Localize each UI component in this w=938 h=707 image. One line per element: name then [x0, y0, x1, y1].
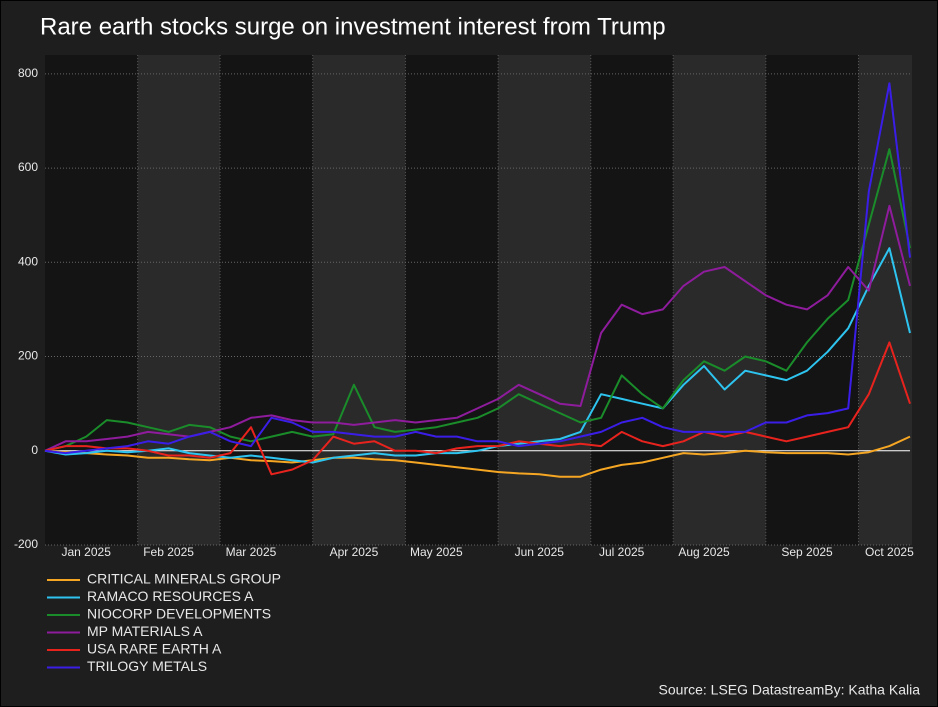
y-tick-label: 800 [18, 66, 38, 80]
x-tick-label: Jan 2025 [61, 545, 111, 559]
series-line [44, 82, 911, 455]
x-tick-label: Jun 2025 [515, 545, 565, 559]
legend-label: CRITICAL MINERALS GROUP [87, 571, 281, 587]
series-line [44, 148, 911, 452]
y-tick-label: -200 [14, 537, 38, 551]
x-tick-label: May 2025 [410, 545, 463, 559]
legend-label: USA RARE EARTH A [87, 641, 222, 657]
x-tick-label: Feb 2025 [143, 545, 194, 559]
month-band [673, 55, 766, 545]
y-tick-label: 600 [18, 160, 38, 174]
month-band [137, 55, 221, 545]
x-tick-label: Oct 2025 [865, 545, 914, 559]
chart-title: Rare earth stocks surge on investment in… [40, 13, 666, 40]
y-tick-label: 400 [18, 254, 38, 268]
month-band [858, 55, 912, 545]
legend-label: TRILOGY METALS [87, 658, 207, 674]
series-line [44, 435, 911, 478]
month-band [498, 55, 591, 545]
legend-label: NIOCORP DEVELOPMENTS [87, 606, 271, 622]
x-tick-label: Aug 2025 [678, 545, 730, 559]
y-tick-label: 0 [31, 443, 38, 457]
series-line [44, 341, 911, 476]
y-tick-label: 200 [18, 349, 38, 363]
x-tick-label: Jul 2025 [599, 545, 645, 559]
x-tick-label: Sep 2025 [781, 545, 833, 559]
source: Source: LSEG DatastreamBy: Katha Kalia [659, 682, 921, 698]
legend-label: RAMACO RESOURCES A [87, 588, 254, 604]
series-line [44, 247, 911, 464]
x-tick-label: Apr 2025 [330, 545, 379, 559]
x-tick-label: Mar 2025 [226, 545, 277, 559]
month-band [312, 55, 406, 545]
legend-label: MP MATERIALS A [87, 623, 203, 639]
